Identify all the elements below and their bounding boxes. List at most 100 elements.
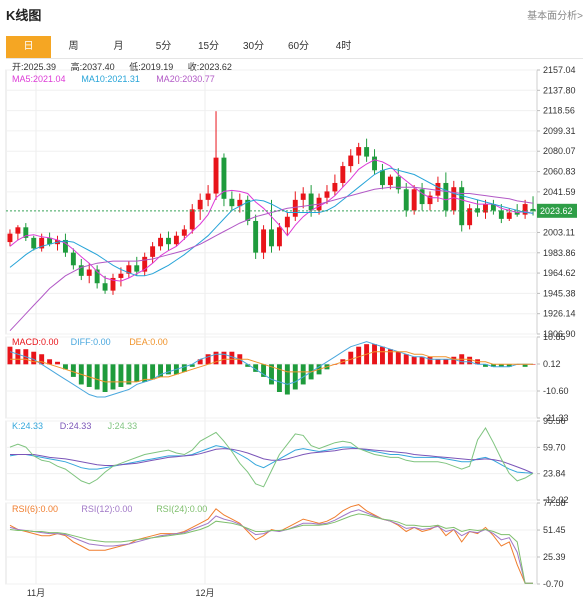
ma-legend-item: MA5:2021.04 [12, 74, 66, 84]
price-tick-label: 2099.31 [543, 126, 576, 136]
tab-30min[interactable]: 30分 [242, 41, 265, 52]
rsi24-line [9, 513, 533, 584]
price-tick-label: 2137.80 [543, 85, 576, 95]
page-title: K线图 [6, 8, 42, 23]
candle-body [324, 191, 330, 198]
candle-body [292, 199, 298, 217]
macd-bar [490, 364, 496, 367]
macd-bar [372, 344, 377, 365]
candle-body [23, 227, 29, 238]
kdj-tick-label: 23.84 [543, 469, 566, 479]
price-tick-label: 2157.04 [543, 65, 576, 75]
candle-body [467, 208, 473, 226]
candle-body [94, 269, 100, 284]
macd-tick-label: 0.12 [543, 359, 561, 369]
fundamental-analysis-link[interactable]: 基本面分析> [527, 11, 583, 22]
macd-bar [47, 359, 53, 365]
tab-day[interactable]: 日 [6, 36, 51, 58]
ma-legend-item: MA10:2021.31 [81, 74, 140, 84]
candle-body [173, 235, 179, 245]
candle-body [308, 193, 314, 211]
candle-body [269, 229, 274, 247]
macd-bar [94, 364, 100, 390]
last-price-label: 2023.62 [540, 206, 573, 216]
kdj-d-line [10, 448, 534, 474]
candle-body [213, 157, 219, 194]
candle-body [340, 166, 346, 183]
candle-body [451, 187, 457, 211]
x-tick-label: 12月 [195, 588, 214, 598]
candle-body [475, 208, 481, 213]
macd-bar [197, 359, 203, 365]
kdj-tick-label: 59.70 [543, 442, 566, 452]
macd-tick-label: -10.60 [543, 386, 569, 396]
candle-body [78, 265, 84, 276]
candle-body [118, 273, 124, 278]
candle-body [300, 193, 306, 200]
candle-body [261, 229, 267, 253]
candle-body [506, 212, 512, 219]
candle-body [411, 189, 417, 211]
macd-bar [261, 364, 267, 377]
candle-body [253, 220, 259, 253]
macd-bar [483, 364, 488, 367]
price-tick-label: 2060.83 [543, 167, 576, 177]
macd-bar [150, 364, 156, 380]
rsi6-line [9, 504, 533, 584]
kdj-legend-item: J:24.33 [108, 421, 138, 431]
candle-body [514, 212, 520, 215]
macd-bar [530, 364, 536, 365]
candle-body [443, 182, 449, 211]
candle-body [126, 265, 132, 274]
candle-body [498, 210, 504, 219]
macd-bar [276, 364, 282, 392]
macd-bar [62, 364, 68, 370]
macd-bar [55, 361, 60, 365]
macd-bar [284, 364, 290, 395]
ma5-line [9, 159, 534, 282]
tab-5min[interactable]: 5分 [155, 41, 172, 52]
price-tick-label: 2118.56 [543, 106, 575, 116]
macd-bar [110, 364, 116, 390]
price-tick-label: 2003.11 [543, 227, 575, 237]
macd-bar [253, 364, 259, 372]
macd-bar [7, 346, 13, 365]
ma-legend-item: MA20:2030.77 [156, 74, 215, 84]
tab-week[interactable]: 周 [68, 41, 79, 52]
tab-month[interactable]: 月 [113, 41, 124, 52]
rsi-tick-label: 51.45 [543, 525, 566, 535]
candle-body [7, 233, 13, 243]
macd-legend-item: DEA:0.00 [129, 337, 168, 347]
macd-bar [443, 359, 449, 365]
macd-tick-label: 10.85 [543, 332, 566, 342]
candle-body [181, 229, 187, 236]
price-tick-label: 1983.86 [543, 248, 576, 258]
macd-bar [467, 356, 473, 365]
macd-bar [205, 354, 211, 365]
candle-body [47, 237, 53, 245]
tab-4hour[interactable]: 4时 [335, 41, 352, 52]
candle-body [237, 199, 243, 207]
macd-bar [102, 364, 108, 392]
macd-bar [419, 356, 425, 365]
price-tick-label: 2080.07 [543, 146, 576, 156]
macd-bar [451, 356, 457, 365]
macd-bar [498, 364, 504, 367]
candle-body [490, 204, 496, 211]
candle-body [459, 187, 465, 226]
candle-body [62, 239, 68, 253]
kdj-tick-label: -12.02 [543, 495, 569, 505]
candle-body [31, 237, 37, 249]
macd-bar [126, 364, 132, 385]
tab-15min[interactable]: 15分 [197, 41, 220, 52]
tab-60min[interactable]: 60分 [287, 41, 310, 52]
macd-bar [379, 346, 385, 365]
last-price-badge [537, 203, 577, 218]
macd-bar [134, 364, 140, 382]
candle-body [483, 204, 488, 213]
macd-bar [158, 364, 164, 377]
candle-body [205, 193, 211, 200]
macd-dea-line [10, 351, 533, 383]
macd-bar [166, 364, 171, 375]
